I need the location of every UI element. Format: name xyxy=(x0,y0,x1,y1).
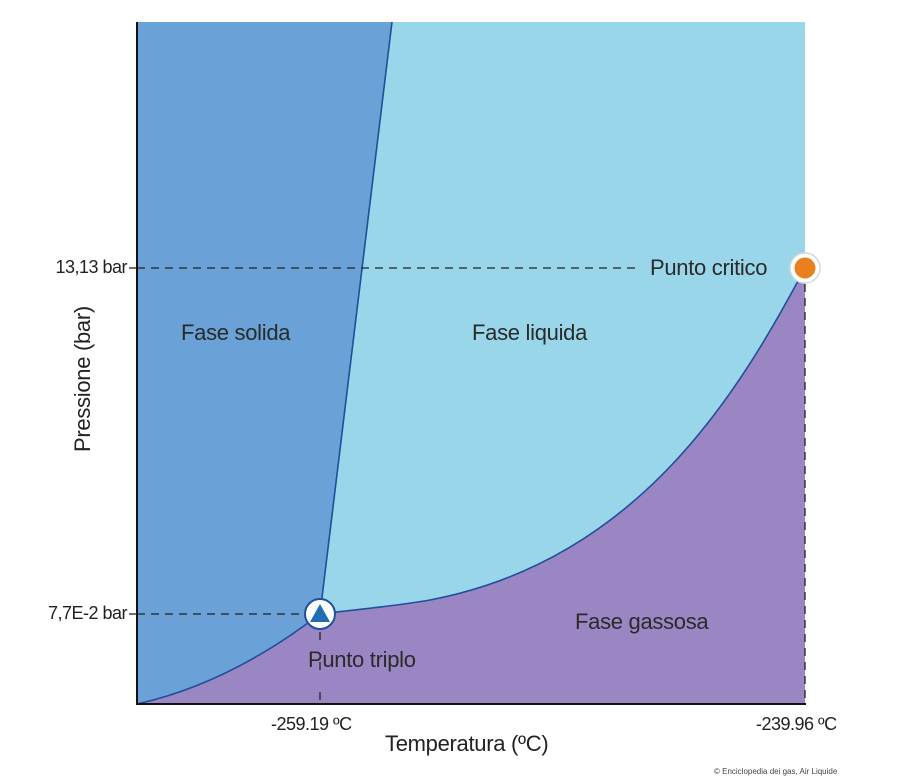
critical-point-label: Punto critico xyxy=(646,255,772,281)
triple-point-marker xyxy=(304,598,336,630)
y-tick-critical-pressure: 13,13 bar xyxy=(55,257,127,277)
y-tick-triple-pressure: 7,7E-2 bar xyxy=(47,603,128,623)
liquid-region xyxy=(320,22,805,614)
region-label-gas: Fase gassosa xyxy=(575,609,709,634)
y-axis-title: Pressione (bar) xyxy=(70,306,95,452)
critical-point-marker xyxy=(789,252,821,284)
x-tick-triple-temperature: -259.19 ºC xyxy=(271,714,352,734)
credit-text: © Enciclopedia dei gas, Air Liquide xyxy=(714,767,838,776)
sublimation-curve xyxy=(136,613,321,705)
x-axis-title: Temperatura (ºC) xyxy=(385,731,549,756)
region-label-solid: Fase solida xyxy=(181,320,291,345)
x-tick-critical-temperature: -239.96 ºC xyxy=(756,714,837,734)
triple-point-label: Punto triplo xyxy=(308,647,416,672)
melting-curve xyxy=(319,21,393,615)
vaporization-curve xyxy=(319,267,806,615)
solid-region xyxy=(137,22,392,704)
region-label-liquid: Fase liquida xyxy=(472,320,588,345)
